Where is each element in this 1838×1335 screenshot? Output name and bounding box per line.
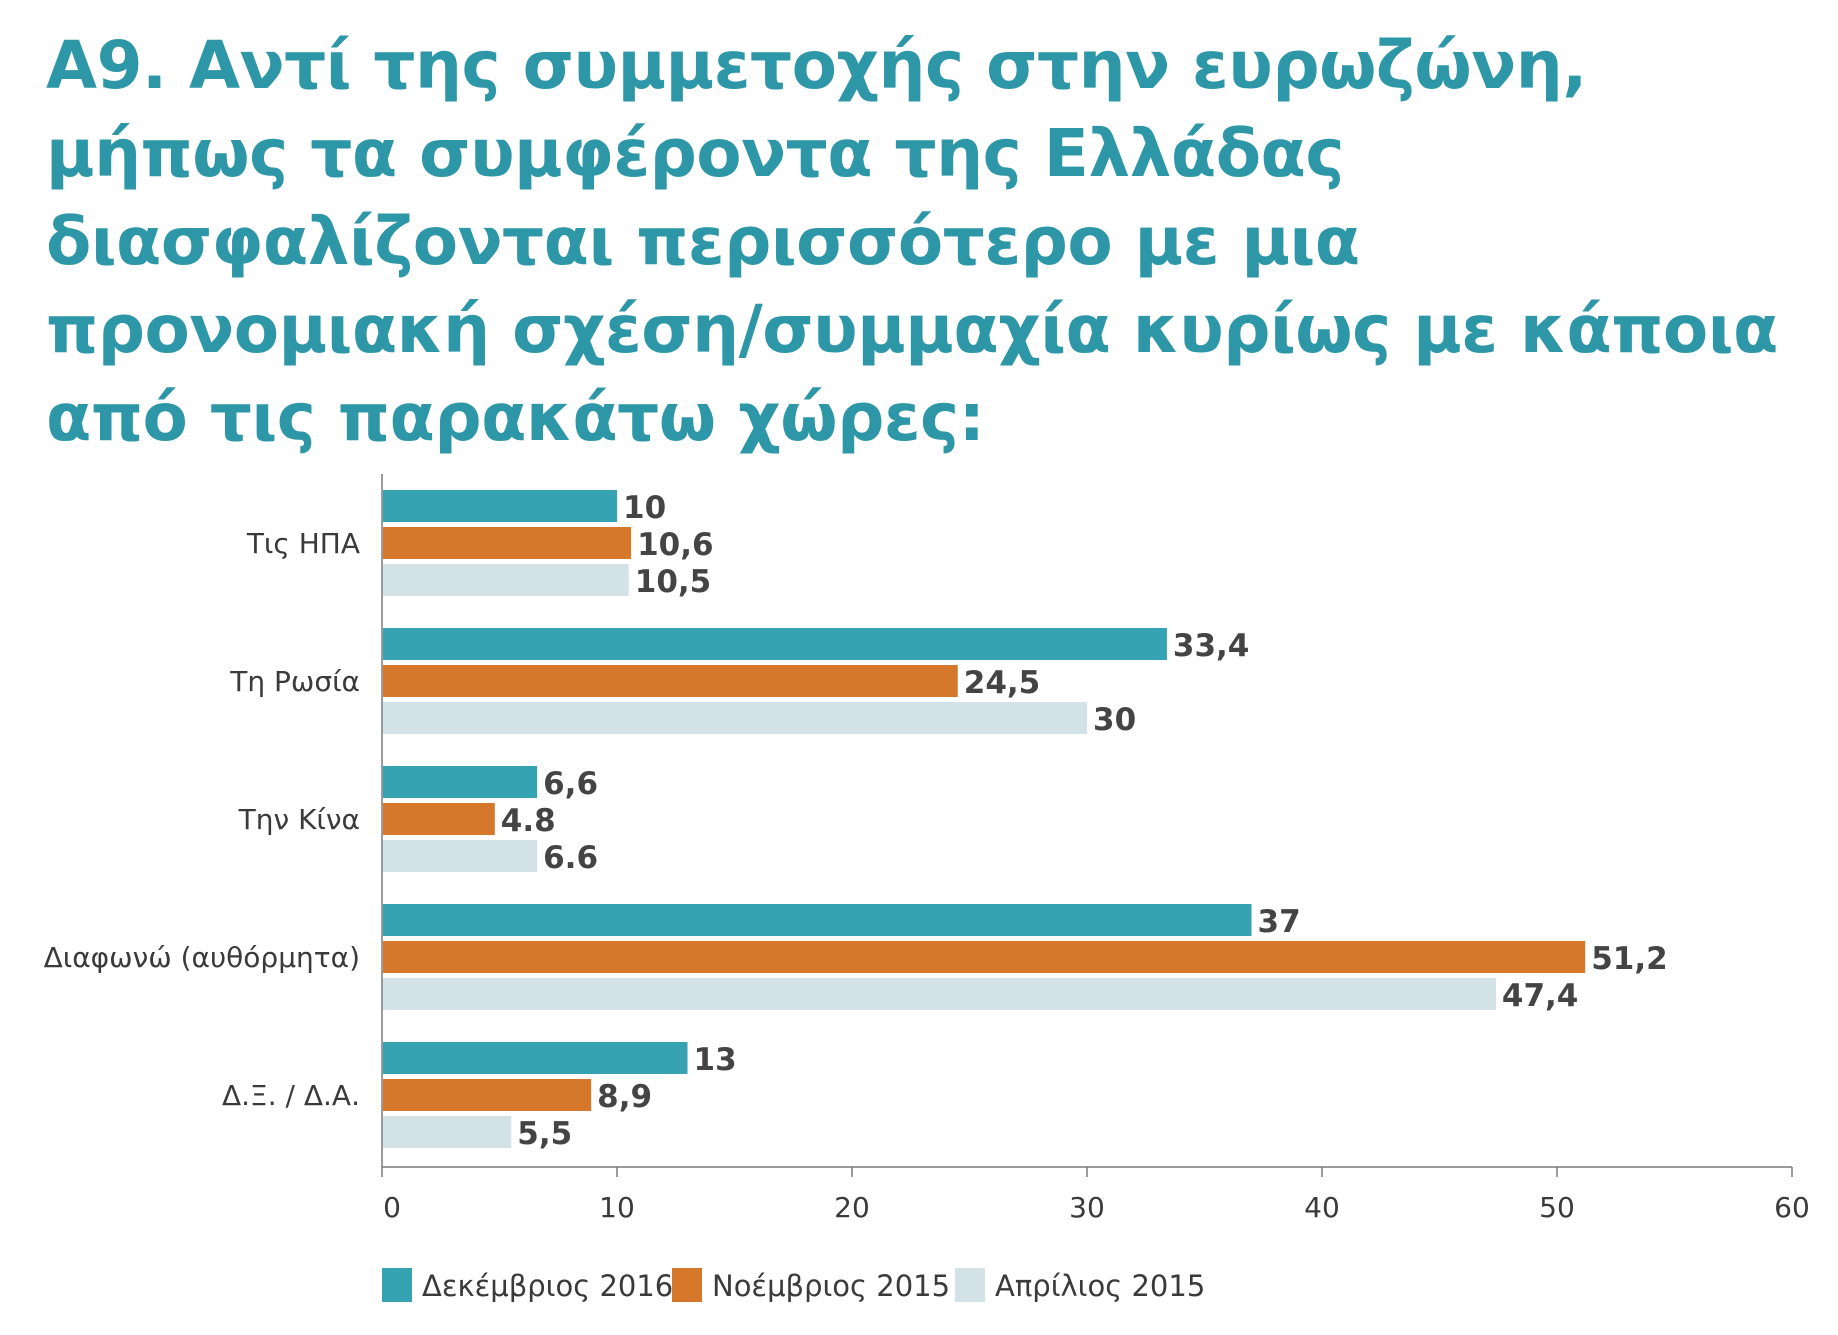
bar — [383, 702, 1087, 734]
category-label: Τη Ρωσία — [229, 665, 360, 698]
data-label: 10 — [623, 490, 666, 526]
legend-swatch — [955, 1268, 985, 1302]
bar — [383, 941, 1586, 973]
x-tick-label: 60 — [1774, 1191, 1810, 1224]
x-tick-label: 50 — [1539, 1191, 1575, 1224]
category-label: Διαφωνώ (αυθόρμητα) — [44, 941, 360, 974]
category-label: Τις ΗΠΑ — [246, 527, 360, 560]
data-label: 6.6 — [543, 840, 598, 876]
legend-label: Απρίλιος 2015 — [995, 1269, 1205, 1303]
data-label: 37 — [1258, 904, 1301, 940]
data-label: 4.8 — [501, 803, 556, 839]
bar — [383, 840, 538, 872]
data-label: 30 — [1093, 702, 1136, 738]
category-label: Την Κίνα — [238, 803, 360, 836]
legend-label: Νοέμβριος 2015 — [712, 1269, 950, 1303]
data-label: 8,9 — [597, 1079, 652, 1115]
bar — [383, 766, 538, 798]
bar — [383, 1116, 512, 1148]
data-label: 10,6 — [637, 527, 714, 563]
category-label: Δ.Ξ. / Δ.Α. — [222, 1079, 360, 1112]
data-label: 33,4 — [1173, 628, 1250, 664]
bar — [383, 665, 958, 697]
legend-label: Δεκέμβριος 2016 — [422, 1269, 673, 1303]
bar — [383, 803, 495, 835]
x-tick-label: 0 — [383, 1191, 401, 1224]
x-tick-label: 40 — [1304, 1191, 1340, 1224]
data-label: 6,6 — [543, 766, 598, 802]
axes-layer: 0 10 20 30 40 50 60 Τις ΗΠΑ Τη Ρωσία Την Κίνα Διαφ… — [44, 474, 1810, 1224]
chart-title: Α9. Αντί της συμμετοχής στην ευρωζώνη, μ… — [46, 27, 1778, 456]
data-label: 47,4 — [1502, 978, 1579, 1014]
bar — [383, 527, 632, 559]
x-tick-label: 30 — [1069, 1191, 1105, 1224]
data-label: 13 — [694, 1042, 737, 1078]
x-tick-label: 10 — [599, 1191, 635, 1224]
legend-swatch — [672, 1268, 702, 1302]
bar — [383, 1079, 592, 1111]
legend-swatch — [382, 1268, 412, 1302]
data-label: 5,5 — [517, 1116, 572, 1152]
bar — [383, 1042, 688, 1074]
bar — [383, 904, 1252, 936]
data-label: 24,5 — [964, 665, 1041, 701]
bar — [383, 628, 1167, 660]
bar — [383, 490, 617, 522]
data-label: 51,2 — [1591, 941, 1668, 977]
x-tick-label: 20 — [834, 1191, 870, 1224]
data-label: 10,5 — [635, 564, 712, 600]
bar — [383, 978, 1496, 1010]
bar — [383, 564, 629, 596]
legend: Δεκέμβριος 2016 Νοέμβριος 2015 Απρίλιος 20… — [382, 1268, 1205, 1303]
